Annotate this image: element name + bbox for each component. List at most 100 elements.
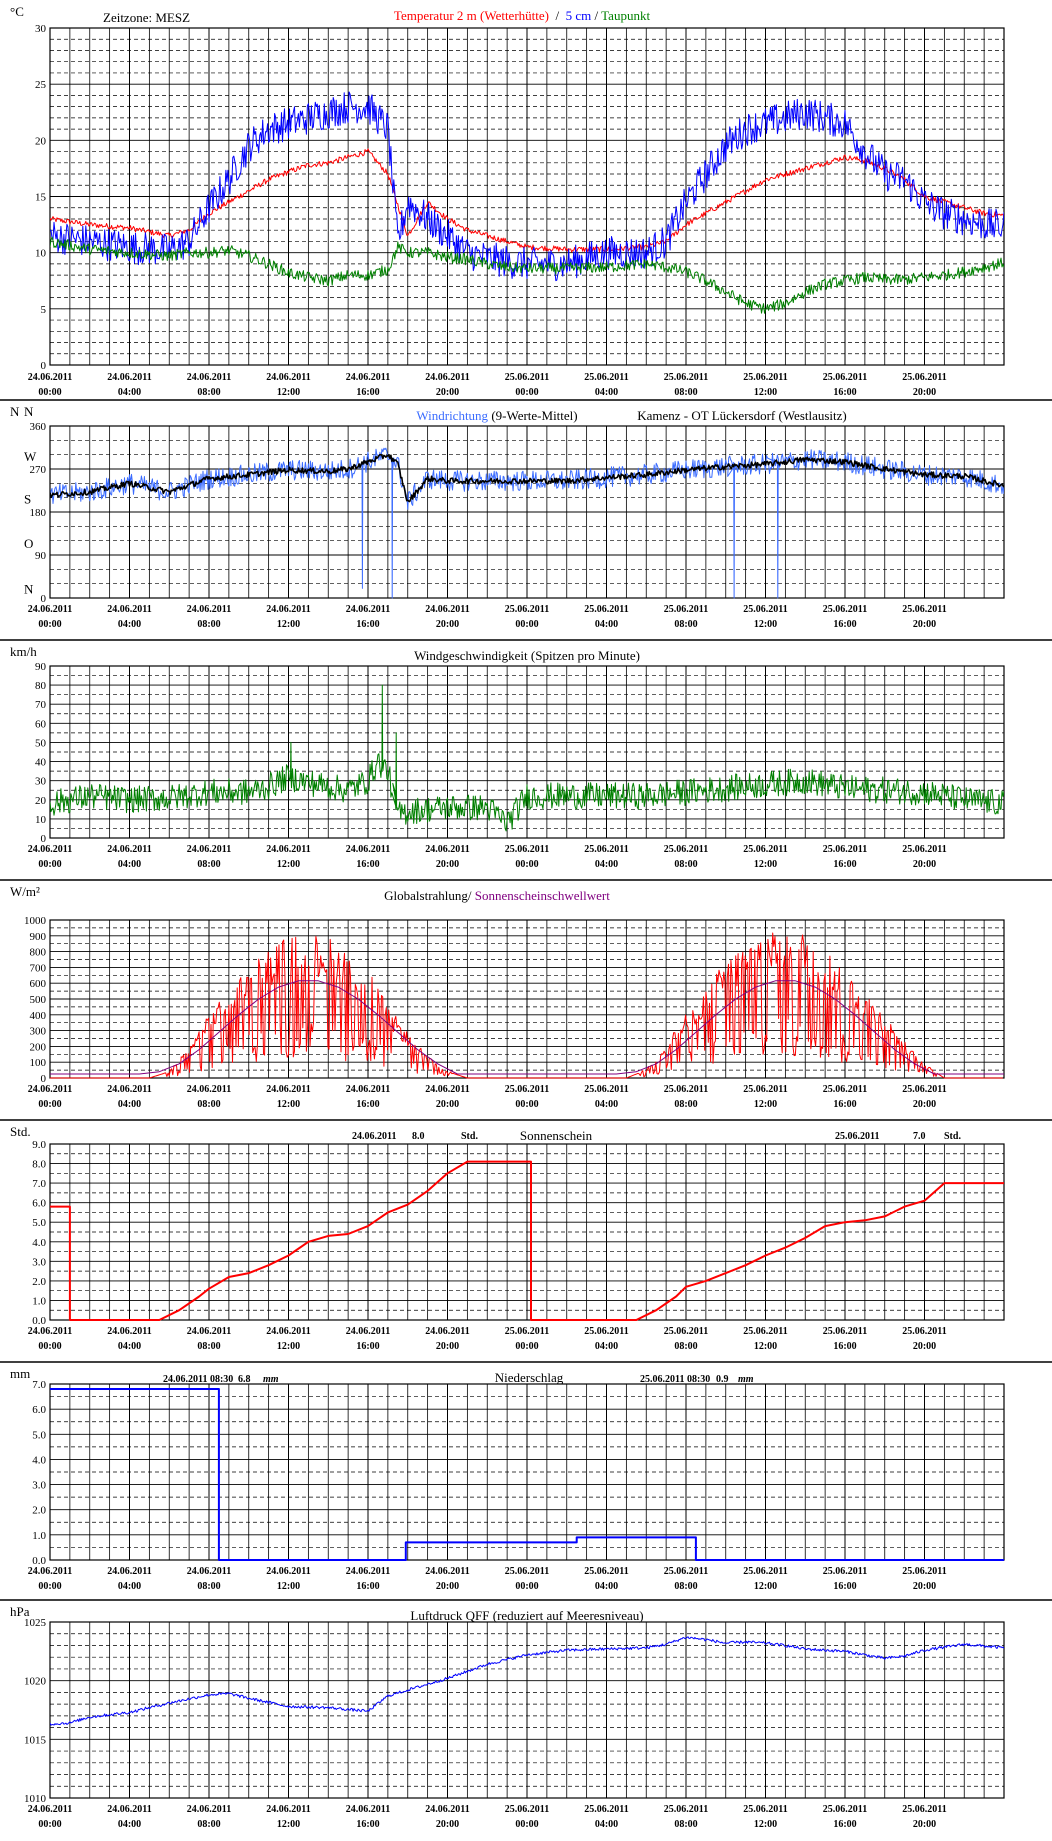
x-tick-time: 12:00 [754,1099,777,1110]
chart-title: Niederschlag [495,1370,564,1385]
x-tick-date: 24.06.2011 [266,604,310,615]
x-tick-time: 08:00 [674,619,697,630]
x-tick-date: 24.06.2011 [28,844,72,855]
x-tick-date: 25.06.2011 [505,844,549,855]
x-tick-date: 25.06.2011 [743,604,787,615]
y-tick-label: 20 [35,135,47,147]
y-tick-label: 180 [30,507,47,519]
x-tick-date: 24.06.2011 [28,1084,72,1095]
compass-label: N [24,404,34,419]
x-tick-time: 16:00 [833,1099,856,1110]
x-tick-time: 04:00 [118,619,141,630]
x-tick-date: 24.06.2011 [266,372,310,383]
x-tick-date: 24.06.2011 [187,1566,231,1577]
y-tick-label: 1.0 [32,1530,46,1542]
x-tick-date: 25.06.2011 [823,1084,867,1095]
series-group [50,1636,1004,1726]
x-tick-date: 25.06.2011 [902,372,946,383]
y-tick-label: 70 [35,699,47,711]
y-unit-label: W/m² [10,884,40,899]
y-tick-label: 500 [30,994,47,1006]
x-tick-date: 24.06.2011 [187,1804,231,1815]
x-tick-date: 25.06.2011 [823,1326,867,1337]
y-tick-label: 5.0 [32,1217,46,1229]
y-tick-label: 270 [30,464,47,476]
y-tick-label: 1025 [24,1617,47,1629]
chart-title: Luftdruck QFF (reduziert auf Meeresnivea… [410,1608,643,1623]
x-tick-time: 20:00 [436,859,459,870]
chart-title-part: Globalstrahlung/ [384,888,475,903]
x-tick-date: 24.06.2011 [266,1326,310,1337]
series-line-0-1 [50,91,1004,282]
x-tick-date: 24.06.2011 [346,604,390,615]
x-tick-date: 25.06.2011 [664,1326,708,1337]
x-tick-time: 20:00 [913,859,936,870]
series-group [50,91,1004,314]
y-tick-label: 10 [35,814,47,826]
x-tick-time: 20:00 [913,619,936,630]
x-tick-time: 00:00 [515,387,538,398]
series-group [50,932,1004,1079]
series-line-6-0 [50,1636,1004,1726]
grid [49,665,1005,839]
plot-border [49,665,1005,839]
x-tick-time: 12:00 [277,1819,300,1830]
y-tick-label: 800 [30,947,47,959]
y-tick-label: 9.0 [32,1139,46,1151]
x-tick-date: 24.06.2011 [107,1566,151,1577]
y-tick-label: 4.0 [32,1454,46,1466]
x-tick-time: 16:00 [356,1581,379,1592]
x-tick-date: 25.06.2011 [505,1804,549,1815]
x-tick-date: 24.06.2011 [266,1084,310,1095]
x-tick-time: 08:00 [674,1581,697,1592]
plot-border [49,27,1005,366]
plot-border [49,1621,1005,1799]
x-tick-time: 16:00 [356,1341,379,1352]
x-tick-time: 08:00 [674,1819,697,1830]
x-tick-time: 04:00 [118,859,141,870]
series-group [50,1160,1004,1321]
y-tick-label: 0 [41,593,47,605]
y-tick-label: 700 [30,962,47,974]
x-tick-date: 24.06.2011 [425,1804,469,1815]
x-tick-time: 08:00 [197,619,220,630]
series-group [50,684,1004,832]
y-tick-label: 30 [35,776,47,788]
y-unit-label: km/h [10,644,37,659]
timezone-label: Zeitzone: MESZ [103,10,190,25]
y-tick-label: 6.0 [32,1198,46,1210]
x-tick-time: 04:00 [118,1099,141,1110]
x-tick-time: 12:00 [277,387,300,398]
x-tick-time: 20:00 [436,619,459,630]
y-tick-label: 10 [35,248,47,260]
x-tick-date: 24.06.2011 [107,604,151,615]
plot-border [49,1143,1005,1321]
x-tick-time: 00:00 [38,1581,61,1592]
x-tick-date: 25.06.2011 [823,1804,867,1815]
x-tick-time: 20:00 [913,1819,936,1830]
y-tick-label: 300 [30,1026,47,1038]
chart-temperature: 0 5 10 15 20 25 30 °C Temperatur 2 m (Wetterhütt… [10,4,1005,398]
x-tick-time: 20:00 [436,1819,459,1830]
x-tick-time: 04:00 [118,1341,141,1352]
x-tick-time: 12:00 [754,1581,777,1592]
x-tick-date: 25.06.2011 [584,844,628,855]
series-line-2-0 [50,684,1004,832]
x-tick-time: 08:00 [197,1819,220,1830]
x-tick-time: 16:00 [833,859,856,870]
x-tick-date: 24.06.2011 [107,372,151,383]
x-tick-date: 24.06.2011 [346,1326,390,1337]
annotation-unit: Std. [944,1131,961,1142]
y-tick-label: 25 [35,79,47,91]
grid [49,27,1005,366]
x-tick-time: 04:00 [118,387,141,398]
x-tick-time: 16:00 [356,1099,379,1110]
annotation-unit: mm [738,1374,754,1385]
y-tick-label: 100 [30,1057,47,1069]
y-tick-label: 8.0 [32,1159,46,1171]
y-tick-label: 4.0 [32,1237,46,1249]
y-tick-label: 0.0 [32,1315,46,1327]
x-tick-time: 16:00 [833,1581,856,1592]
x-tick-date: 25.06.2011 [902,844,946,855]
